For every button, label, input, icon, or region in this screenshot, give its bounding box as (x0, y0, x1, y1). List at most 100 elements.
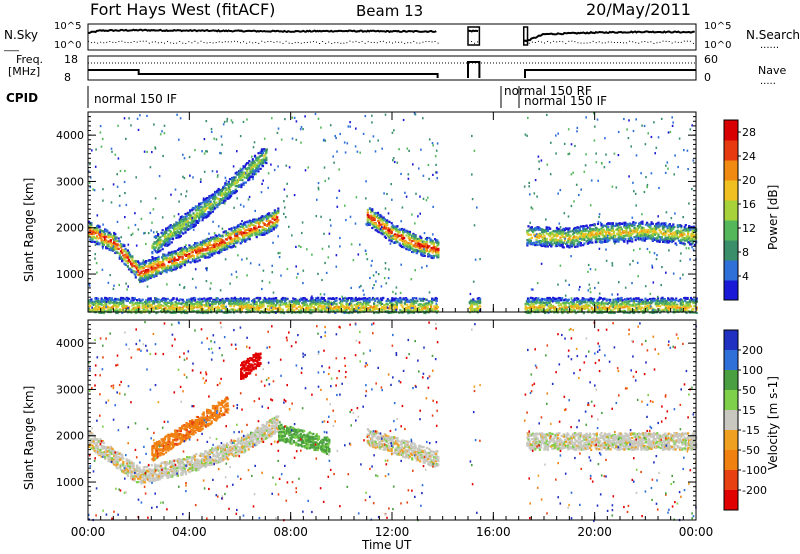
power-cell (661, 238, 665, 241)
power-cell (223, 199, 226, 202)
power-cell (368, 207, 372, 210)
power-cell (222, 192, 225, 195)
power-cell (561, 243, 564, 246)
power-cell (191, 249, 194, 252)
power-cell (254, 227, 257, 230)
power-cell (199, 255, 202, 258)
power-cell (406, 230, 409, 233)
power-cell (559, 240, 562, 244)
power-cell (534, 229, 537, 232)
nsearch-point (401, 41, 403, 43)
power-cell (253, 219, 256, 223)
power-cell (173, 256, 176, 259)
power-cell (411, 250, 414, 253)
power-cell (234, 176, 237, 179)
nsearch-point (182, 42, 184, 44)
power-cell (246, 228, 249, 231)
power-cell (648, 223, 651, 226)
power-cell (600, 224, 603, 227)
power-cell (157, 264, 160, 267)
power-cell (574, 226, 577, 230)
power-cell (240, 186, 243, 189)
power-cell (625, 229, 628, 232)
power-cell (131, 264, 134, 267)
power-cell (640, 227, 643, 230)
power-cell (94, 232, 97, 235)
power-cell (199, 202, 202, 205)
power-cell (557, 227, 560, 231)
power-cell (384, 225, 388, 228)
power-cell (248, 172, 251, 176)
power-cell (107, 245, 110, 248)
power-cell (381, 230, 384, 233)
power-cell (577, 226, 580, 229)
power-cell (153, 275, 156, 279)
nsearch-point (200, 40, 202, 42)
power-cell (659, 224, 662, 227)
power-cell (175, 304, 178, 307)
power-cell (598, 229, 601, 232)
power-cell (117, 303, 120, 306)
power-cell (420, 239, 423, 242)
power-cell (574, 239, 577, 242)
power-cell (138, 278, 141, 281)
power-cell (403, 236, 406, 240)
power-cell (104, 310, 107, 313)
power-cell (691, 235, 694, 238)
power-cell (680, 226, 683, 229)
power-cell (243, 165, 246, 168)
power-cell (272, 228, 275, 231)
power-cell (545, 226, 548, 229)
nsearch-point (91, 42, 93, 44)
nsearch-point (197, 42, 199, 44)
power-cell (159, 265, 162, 268)
power-cell (618, 222, 621, 225)
power-cell (592, 230, 595, 233)
power-cell (100, 238, 103, 241)
power-cell (150, 266, 153, 269)
power-cell (690, 243, 693, 246)
power-cell (183, 264, 186, 267)
power-cell (262, 232, 265, 235)
power-cell (180, 253, 183, 256)
power-cell (639, 237, 642, 240)
power-cell (179, 234, 182, 238)
power-cell (276, 301, 279, 304)
nsearch-point (252, 42, 254, 44)
power-cell (239, 228, 242, 231)
power-cell (126, 299, 129, 303)
power-cell (183, 245, 186, 249)
power-cell (193, 219, 196, 222)
power-cell (268, 224, 271, 227)
power-cell (106, 243, 109, 246)
power-cell (625, 227, 628, 230)
power-cell (207, 256, 210, 259)
nsearch-point (328, 41, 330, 43)
power-cell (272, 307, 275, 310)
power-cell (186, 298, 189, 301)
power-cell (211, 254, 214, 257)
nsearch-point (142, 40, 144, 42)
power-cell (111, 301, 115, 304)
power-cell (655, 237, 658, 240)
power-cell (684, 237, 687, 240)
power-cell (107, 233, 110, 236)
nsearch-point (388, 41, 390, 43)
power-cell (256, 165, 259, 168)
power-cell (679, 234, 682, 237)
nsearch-point (316, 41, 317, 43)
power-cell (242, 175, 245, 178)
power-cell (239, 178, 242, 182)
power-cell (382, 216, 385, 219)
power-cell (150, 272, 153, 275)
power-cell (376, 224, 380, 227)
power-cell (188, 255, 191, 258)
power-cell (217, 191, 220, 194)
power-cell (96, 310, 99, 313)
power-cell (204, 197, 208, 200)
power-cell (243, 221, 246, 225)
power-cell (691, 238, 694, 241)
power-cell (199, 241, 202, 244)
power-cell (102, 239, 105, 242)
